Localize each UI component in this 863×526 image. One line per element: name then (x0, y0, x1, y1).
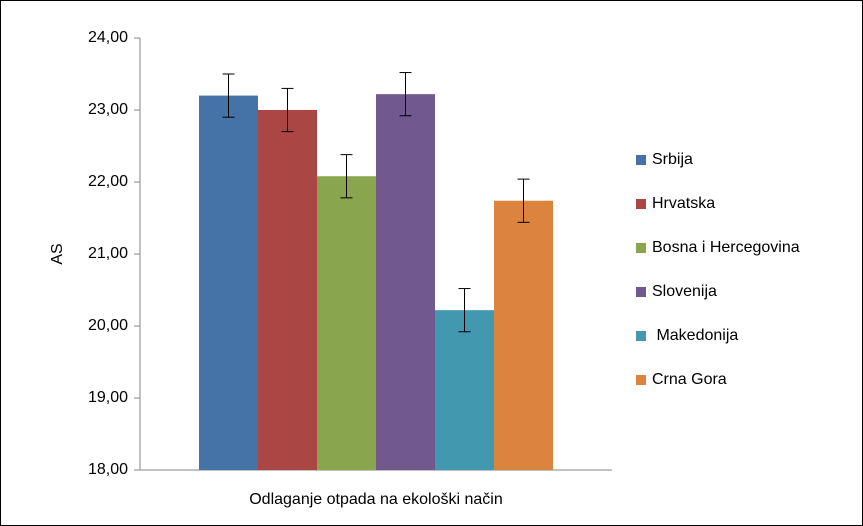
y-tick-label: 18,00 (88, 461, 128, 478)
legend-swatch (636, 287, 646, 297)
y-tick-label: 21,00 (88, 245, 128, 262)
y-tick-label: 24,00 (88, 29, 128, 46)
y-tick-label: 23,00 (88, 101, 128, 118)
bar (258, 110, 317, 470)
y-tick-label: 19,00 (88, 389, 128, 406)
y-tick-label: 20,00 (88, 317, 128, 334)
y-tick-label: 22,00 (88, 173, 128, 190)
bar (199, 95, 258, 470)
legend-swatch (636, 331, 646, 341)
y-axis-label: AS (49, 243, 66, 264)
legend-label: Srbija (652, 151, 693, 168)
bar (435, 310, 494, 470)
legend-swatch (636, 155, 646, 165)
legend-swatch (636, 243, 646, 253)
bar (494, 200, 553, 470)
bar (376, 94, 435, 470)
legend-swatch (636, 199, 646, 209)
legend-label: Makedonija (652, 327, 738, 344)
legend-label: Crna Gora (652, 371, 727, 388)
legend-label: Slovenija (652, 283, 717, 300)
legend-label: Bosna i Hercegovina (652, 239, 800, 256)
legend-label: Hrvatska (652, 195, 715, 212)
x-tick-label: Odlaganje otpada na ekološki način (249, 491, 503, 508)
legend-swatch (636, 375, 646, 385)
bar (317, 176, 376, 471)
